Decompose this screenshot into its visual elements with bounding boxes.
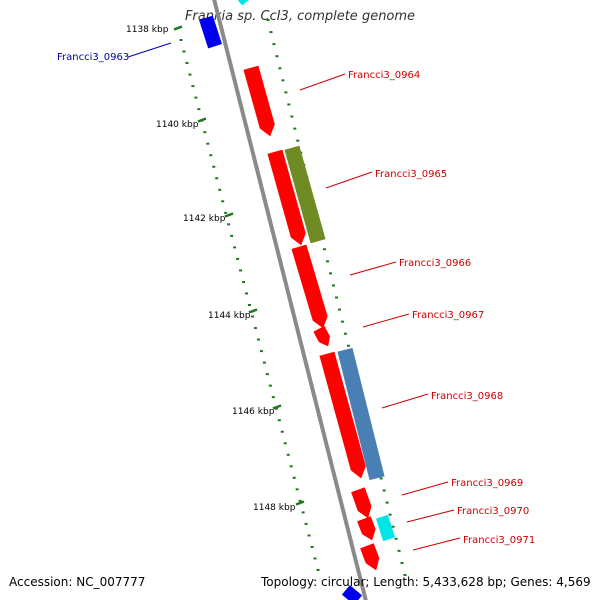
gene-francci3-0965 <box>284 145 326 244</box>
gene-top-partial <box>237 0 249 6</box>
gene-francci3-0965-red <box>267 149 306 246</box>
gene-label-leader <box>349 261 397 276</box>
scale-major-tick <box>248 308 258 314</box>
scale-major-tick <box>272 404 282 410</box>
gene-francci3-0970 <box>375 514 396 542</box>
gene-label: Francci3_0966 <box>399 258 471 269</box>
scale-label: 1148 kbp <box>253 503 296 513</box>
scale-major-tick <box>295 500 305 506</box>
scale-label: 1138 kbp <box>126 25 169 35</box>
gene-francci3-0966 <box>291 244 328 329</box>
gene-label: Francci3_0967 <box>412 310 484 321</box>
scale-label: 1142 kbp <box>183 214 226 224</box>
gene-label: Francci3_0971 <box>463 535 535 546</box>
gene-label: Francci3_0964 <box>348 70 420 81</box>
scale-label: 1140 kbp <box>156 120 199 130</box>
gene-francci3-0967 <box>313 325 330 347</box>
accession-text: Accession: NC_007777 <box>9 575 146 589</box>
backbone-line <box>212 0 368 600</box>
gene-label-leader <box>299 73 346 91</box>
gene-francci3-0969 <box>351 487 372 519</box>
scale-label: 1146 kbp <box>232 407 275 417</box>
gene-label: Francci3_0969 <box>451 478 523 489</box>
gene-label-leader <box>127 42 172 58</box>
gene-label-leader <box>412 537 461 551</box>
gene-label-leader <box>362 313 410 328</box>
gene-label-leader <box>406 509 455 523</box>
gene-label-leader <box>381 393 429 409</box>
gene-label: Francci3_0970 <box>457 506 529 517</box>
gene-francci3-0963 <box>199 15 222 49</box>
scale-label: 1144 kbp <box>208 311 251 321</box>
gene-francci3-0964 <box>243 65 275 137</box>
genome-summary-text: Topology: circular; Length: 5,433,628 bp… <box>261 575 591 589</box>
gene-francci3-0970-red <box>357 516 376 541</box>
gene-francci3-0968 <box>337 347 385 481</box>
scale-major-tick <box>224 212 234 218</box>
gene-bottom-partial <box>341 585 363 600</box>
gene-francci3-0968-red <box>319 351 366 479</box>
gene-label: Francci3_0965 <box>375 169 447 180</box>
gene-francci3-0971 <box>360 543 380 571</box>
gene-label: Francci3_0968 <box>431 391 503 402</box>
gene-label-leader <box>401 481 449 496</box>
scale-major-tick <box>173 25 183 31</box>
scale-major-tick <box>197 117 207 123</box>
gene-label: Francci3_0963 <box>57 52 129 63</box>
gene-label-leader <box>325 171 373 189</box>
genome-title: Frankia sp. CcI3, complete genome <box>184 9 416 24</box>
